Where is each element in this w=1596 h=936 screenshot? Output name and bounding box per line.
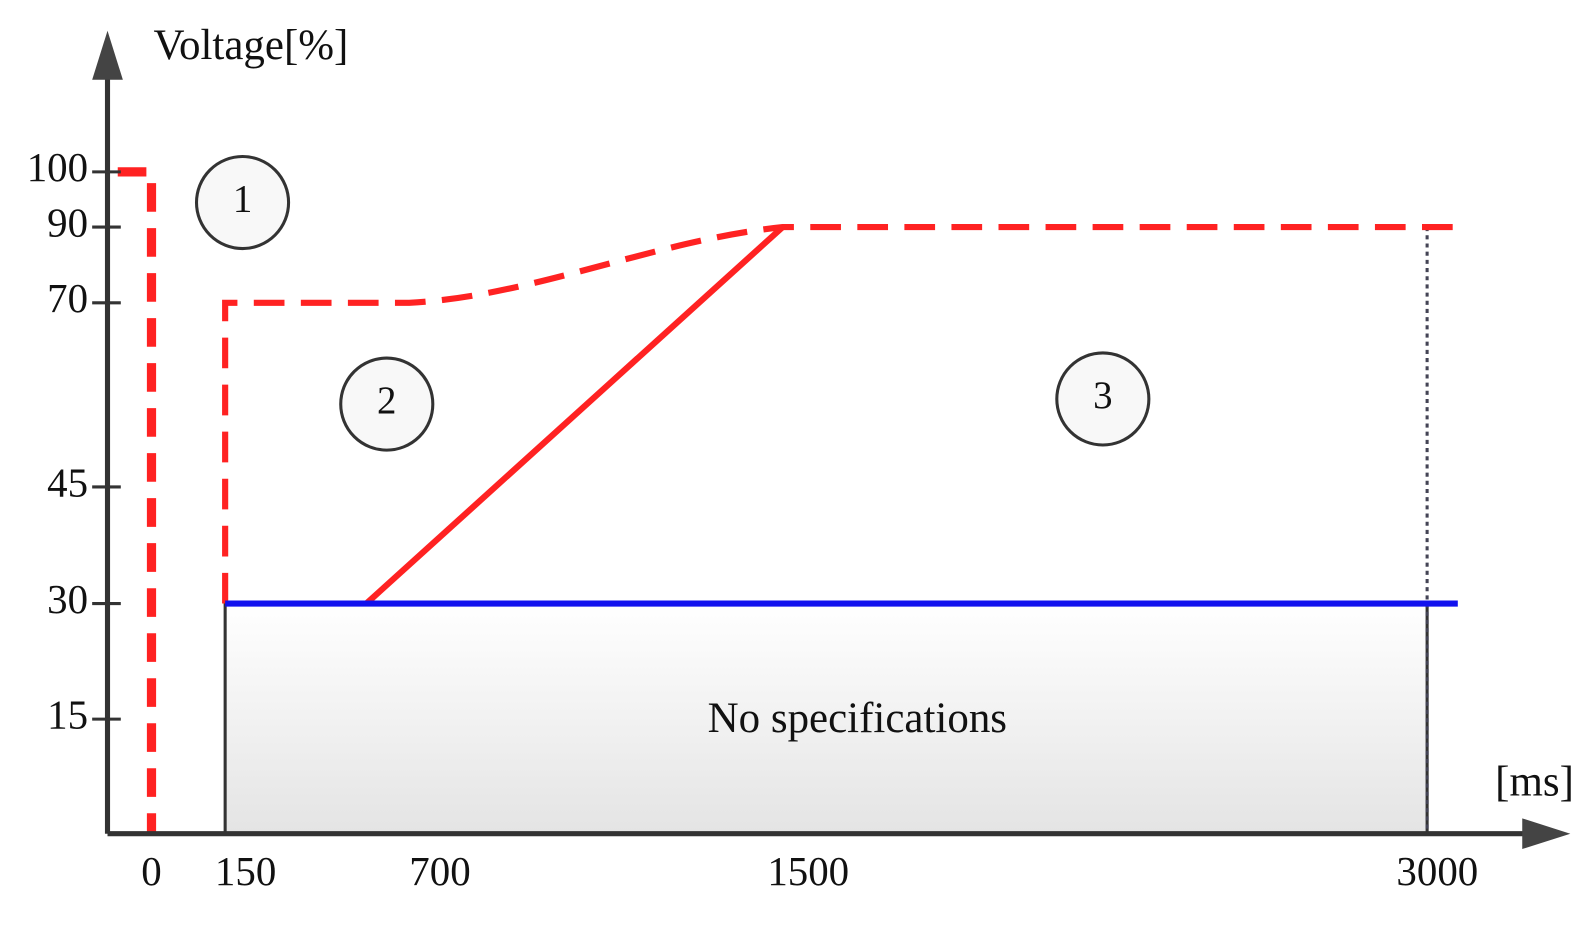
y-tick-label: 70: [47, 276, 88, 321]
y-tick-label: 45: [47, 460, 88, 505]
region-label: No specifications: [708, 695, 1007, 742]
x-ticks: 0 150 700 1500 3000: [141, 849, 1478, 894]
y-tick-label: 15: [47, 693, 88, 738]
x-tick-label: 3000: [1396, 849, 1478, 894]
zone-circle: [1055, 351, 1151, 447]
y-tick-label: 90: [47, 200, 88, 245]
zone-label: 3: [1093, 374, 1112, 417]
zone-circle: [339, 356, 435, 452]
x-tick-label: 0: [141, 849, 161, 894]
zones: 1 2 3: [194, 154, 1151, 452]
ramp-line: [364, 224, 785, 606]
x-tick-label: 700: [409, 849, 470, 894]
zone-boundary: [222, 224, 1453, 604]
x-arrow: [1522, 818, 1571, 850]
no-spec-region: [223, 602, 1429, 836]
y-tick-label: 30: [47, 577, 88, 622]
zone-label: 2: [377, 379, 396, 422]
x-tick-label: 1500: [767, 849, 849, 894]
y-axis-label: Voltage[%]: [154, 22, 349, 69]
x-axis-label: [ms]: [1495, 758, 1574, 805]
y-arrow: [92, 30, 123, 80]
y-ticks: 100 90 70 45 30 15: [27, 145, 121, 738]
zone-circle: [194, 154, 291, 251]
zone-label: 1: [233, 177, 252, 220]
zone1-boundary: [117, 167, 157, 834]
x-tick-label: 150: [215, 849, 276, 894]
y-tick-label: 100: [27, 145, 88, 190]
